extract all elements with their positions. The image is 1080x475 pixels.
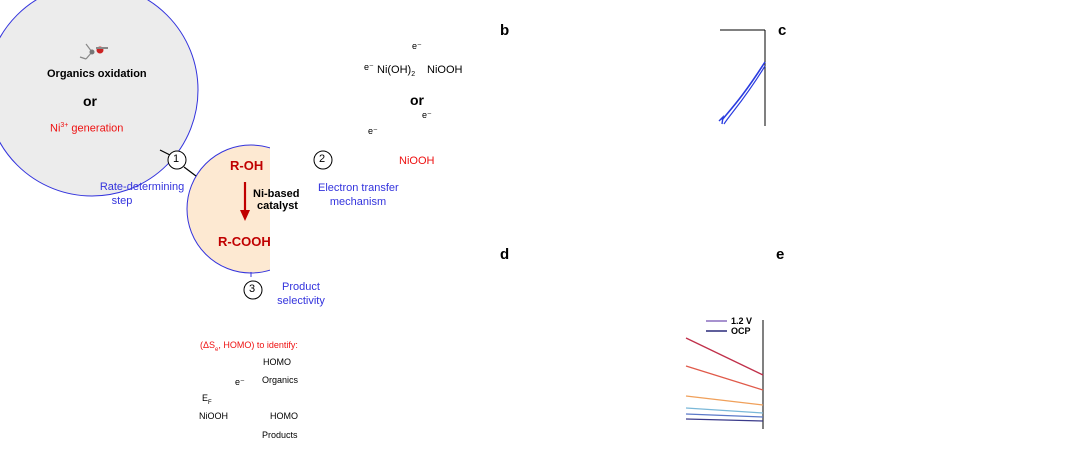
homo-top-label: HOMO	[263, 357, 291, 367]
fermi-level-label: EF	[202, 393, 212, 406]
legend-label-ocp: OCP	[731, 326, 751, 336]
organics-oxidation-label: Organics oxidation	[47, 68, 147, 80]
energy-heading-prefix: (ΔS	[200, 340, 216, 350]
energy-heading-sub: e	[215, 346, 219, 353]
or-label-left: or	[83, 93, 97, 109]
product-selectivity-label: Product selectivity	[266, 280, 336, 308]
r-oh-label: R-OH	[230, 158, 264, 173]
energy-e-minus: e⁻	[235, 377, 245, 387]
panel-label-b: b	[500, 22, 510, 39]
panel-b-curve-tail	[718, 115, 724, 125]
panel-label-d: d	[500, 246, 510, 263]
marker-1-circle	[167, 150, 187, 170]
energy-heading-suffix: , HOMO) to identify:	[218, 340, 298, 350]
electron-transfer-line2: mechanism	[329, 196, 387, 208]
legend-label-1-2v: 1.2 V	[731, 316, 753, 326]
rate-step-circle	[0, 0, 199, 197]
energy-heading: (ΔSe, HOMO) to identify:	[200, 340, 298, 353]
ni-oh2-subscript: 2	[411, 71, 416, 79]
homo-bottom-label: HOMO	[270, 411, 298, 421]
connector-line-1b	[183, 166, 197, 177]
catalyst-label: Ni-based catalyst	[253, 188, 299, 212]
fermi-sub: F	[208, 399, 212, 406]
molecule-icon	[79, 43, 108, 60]
ni-oh2-label: Ni(OH)2	[377, 64, 415, 78]
organics-label: Organics	[262, 375, 299, 385]
ni3-superscript: 3+	[60, 122, 69, 129]
reaction-arrow-head	[240, 210, 250, 221]
panel-b-curve-2	[723, 65, 766, 125]
rate-determining-label: Rate-determining step	[92, 180, 192, 208]
electron-transfer-line1: Electron transfer	[318, 182, 399, 194]
fermi-e: E	[202, 393, 209, 403]
panel-e-line-1	[685, 337, 764, 376]
marker-3-circle	[243, 280, 263, 300]
mechanism-e-top: e⁻	[412, 41, 422, 51]
rate-determining-line1: Rate-determining	[99, 181, 185, 193]
panel-e-line-3	[685, 395, 764, 406]
marker-1-number: 1	[173, 153, 180, 165]
ni-oh2-text: Ni(OH)	[377, 64, 412, 76]
niooh-label: NiOOH	[427, 64, 463, 76]
panel-e-line-4	[685, 407, 764, 414]
panel-e-lines	[685, 337, 764, 422]
mechanism-e-lower: e⁻	[368, 126, 378, 136]
r-cooh-label: R-COOH	[218, 234, 271, 249]
catalyst-line1: Ni-based	[253, 188, 300, 200]
ni3-suffix: generation	[68, 122, 124, 135]
products-label: Products	[262, 430, 298, 440]
product-selectivity-line2: selectivity	[277, 295, 325, 307]
panel-e-line-6	[685, 418, 764, 422]
marker-3-number: 3	[249, 283, 256, 295]
ni3-prefix: Ni	[50, 122, 61, 135]
product-selectivity-line1: Product	[282, 281, 320, 293]
catalyst-line2: catalyst	[257, 200, 298, 212]
panel-b-curve	[721, 61, 766, 121]
rate-determining-line2: step	[111, 195, 133, 207]
mechanism-e-left: e⁻	[364, 62, 374, 72]
energy-niooh-label: NiOOH	[199, 411, 228, 421]
panel-e-line-2	[685, 365, 764, 391]
panel-label-c: c	[778, 22, 787, 39]
marker-2-circle	[313, 150, 333, 170]
mechanism-e-right: e⁻	[422, 110, 432, 120]
electron-transfer-label: Electron transfer mechanism	[318, 181, 399, 209]
ni3-generation-label: Ni3+ generation	[50, 122, 123, 135]
marker-2-number: 2	[319, 153, 326, 165]
connector-line-1	[159, 149, 171, 156]
or-label-right: or	[410, 92, 424, 108]
panel-label-e: e	[776, 246, 785, 263]
panel-e-legend-lines	[706, 320, 727, 332]
niooh-red-label: NiOOH	[399, 155, 435, 167]
panel-e-line-5	[685, 413, 764, 418]
